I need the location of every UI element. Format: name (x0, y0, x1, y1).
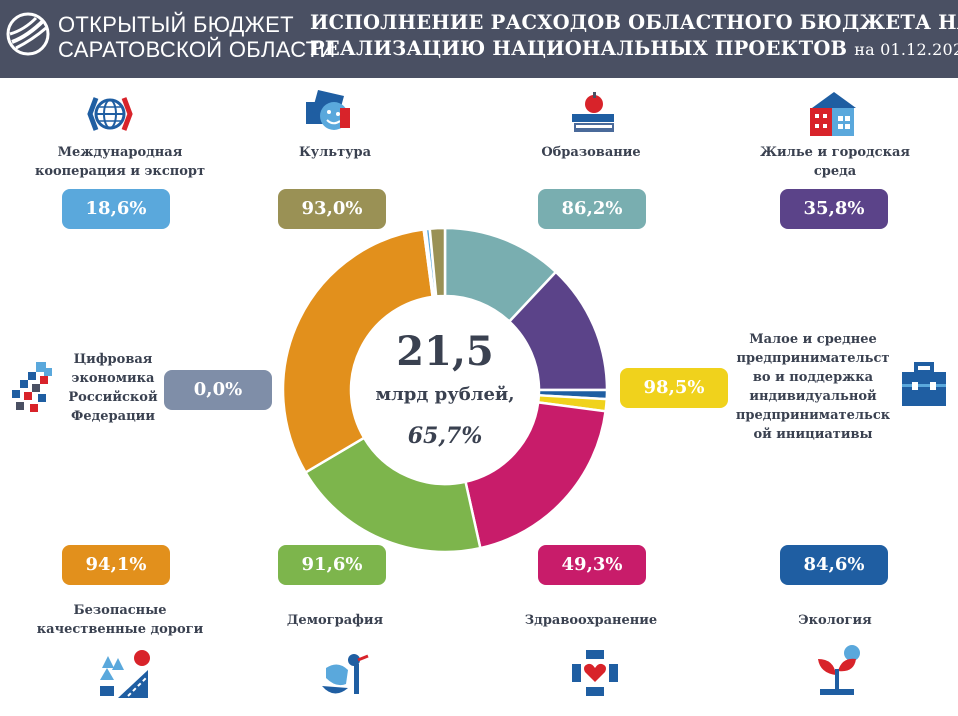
label-ecology-line-1: Экология (798, 613, 872, 628)
label-demography: Демография (250, 611, 420, 630)
percent-badge-health: 49,3% (538, 545, 646, 585)
label-digital-line-1: Цифровая (73, 352, 153, 367)
label-culture: Культура (250, 143, 420, 162)
label-intl-line-2: кооперация и экспорт (34, 164, 206, 179)
label-digital-line-2: экономика (71, 371, 155, 386)
label-sme: Малое и среднее предпринимательст во и п… (728, 330, 898, 444)
donut-slice-10 (428, 226, 447, 298)
label-housing-line-2: среда (813, 164, 857, 179)
label-roads-line-1: Безопасные (73, 603, 167, 618)
label-intl: Международная кооперация и экспорт (20, 143, 220, 181)
donut-slice-6 (303, 436, 482, 554)
donut-slice-7 (281, 228, 435, 475)
percent-badge-education: 86,2% (538, 189, 646, 229)
road-trees-icon (100, 650, 150, 698)
label-education-line-1: Образование (541, 145, 641, 160)
brand-line-1: ОТКРЫТЫЙ БЮДЖЕТ (58, 12, 294, 37)
percent-badge-culture: 93,0% (278, 189, 386, 229)
stork-icon (322, 654, 369, 694)
header-bar: ОТКРЫТЫЙ БЮДЖЕТ САРАТОВСКОЙ ОБЛАСТИ ИСПО… (0, 0, 958, 78)
label-education: Образование (506, 143, 676, 162)
pixel-blocks-icon (12, 362, 52, 412)
label-roads: Безопасные качественные дороги (20, 601, 220, 639)
percent-badge-sme: 98,5% (620, 368, 728, 408)
house-icon (810, 92, 856, 136)
label-roads-line-2: качественные дороги (36, 622, 204, 637)
label-culture-line-1: Культура (298, 145, 372, 160)
total-unit: млрд рублей, (375, 384, 515, 405)
label-sme-line-6: ой инициативы (753, 427, 873, 442)
percent-badge-ecology: 84,6% (780, 545, 888, 585)
theater-mask-icon (306, 90, 350, 130)
label-housing-line-1: Жилье и городская (759, 145, 911, 160)
label-sme-line-3: во и поддержка (752, 370, 874, 385)
sprout-icon (818, 645, 860, 695)
percent-badge-demography: 91,6% (278, 545, 386, 585)
percent-badge-digital: 0,0% (164, 370, 272, 410)
label-demography-line-1: Демография (286, 613, 384, 628)
budget-donut-chart (281, 226, 609, 554)
label-digital: Цифровая экономика Российской Федерации (58, 350, 168, 426)
label-ecology: Экология (750, 611, 920, 630)
title-line-2: РЕАЛИЗАЦИЮ НАЦИОНАЛЬНЫХ ПРОЕКТОВ (310, 37, 848, 60)
label-housing: Жилье и городская среда (730, 143, 940, 181)
label-sme-line-5: предпринимательск (735, 408, 891, 423)
percent-badge-housing: 35,8% (780, 189, 888, 229)
label-sme-line-4: индивидуальной (749, 389, 877, 404)
label-sme-line-1: Малое и среднее (749, 332, 877, 347)
report-date: на 01.12.2022 (854, 40, 958, 59)
label-health: Здравоохранение (506, 611, 676, 630)
percent-badge-intl: 18,6% (62, 189, 170, 229)
label-digital-line-4: Федерации (71, 409, 155, 424)
label-health-line-1: Здравоохранение (524, 613, 658, 628)
globe-icon (87, 97, 133, 131)
briefcase-icon (902, 362, 946, 406)
medical-cross-heart-icon (572, 650, 618, 696)
total-percent: 65,7% (407, 423, 483, 449)
label-intl-line-1: Международная (57, 145, 183, 160)
brand-line-2: САРАТОВСКОЙ ОБЛАСТИ (58, 37, 336, 62)
percent-badge-roads: 94,1% (62, 545, 170, 585)
page-title: ИСПОЛНЕНИЕ РАСХОДОВ ОБЛАСТНОГО БЮДЖЕТА Н… (310, 10, 958, 63)
label-digital-line-3: Российской (68, 390, 158, 405)
budget-logo-icon (6, 12, 50, 56)
title-line-1: ИСПОЛНЕНИЕ РАСХОДОВ ОБЛАСТНОГО БЮДЖЕТА Н… (310, 11, 958, 34)
label-sme-line-2: предпринимательст (736, 351, 890, 366)
brand-name: ОТКРЫТЫЙ БЮДЖЕТ САРАТОВСКОЙ ОБЛАСТИ (58, 12, 336, 62)
total-amount: 21,5 (396, 328, 494, 375)
books-apple-icon (572, 92, 614, 132)
